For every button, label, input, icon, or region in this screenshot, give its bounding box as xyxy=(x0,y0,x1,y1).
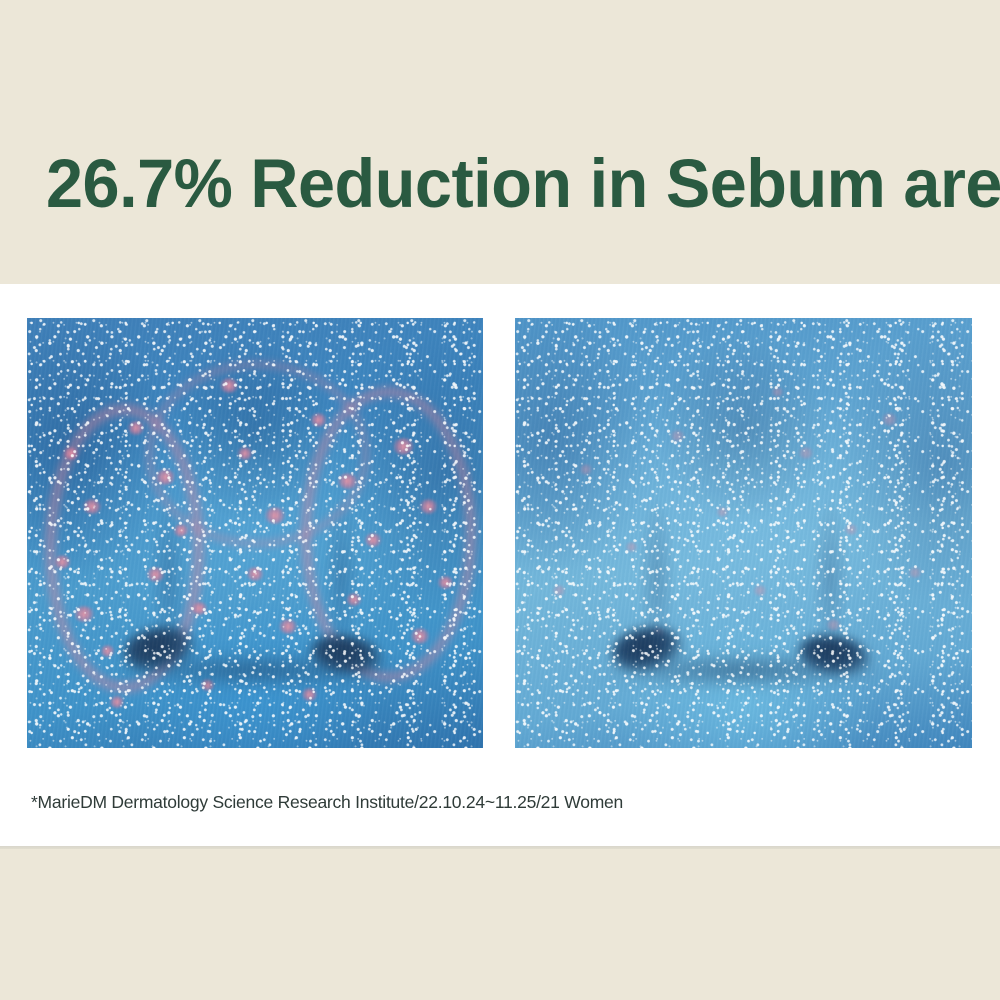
top-banner: 26.7% Reduction in Sebum area xyxy=(0,0,1000,284)
pore-sparkle-layer xyxy=(515,318,972,748)
page-title: 26.7% Reduction in Sebum area xyxy=(46,145,1000,222)
before-uv-skin-photo xyxy=(27,318,483,748)
study-footnote: *MarieDM Dermatology Science Research In… xyxy=(31,792,623,812)
pore-sparkle-fine-layer xyxy=(515,318,972,748)
pore-sparkle-fine-layer xyxy=(27,318,483,748)
after-uv-skin-photo xyxy=(515,318,972,748)
bottom-banner xyxy=(0,849,1000,1000)
before-after-comparison: *MarieDM Dermatology Science Research In… xyxy=(0,284,1000,848)
section-divider xyxy=(0,846,1000,849)
pore-sparkle-layer xyxy=(27,318,483,748)
